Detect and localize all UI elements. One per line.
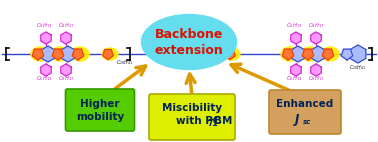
Text: $C_6H_{13}$: $C_6H_{13}$ bbox=[36, 21, 52, 30]
Text: $C_8H_{17}$: $C_8H_{17}$ bbox=[58, 74, 74, 83]
Text: extension: extension bbox=[155, 43, 223, 57]
Polygon shape bbox=[311, 32, 321, 44]
Text: sc: sc bbox=[303, 119, 311, 125]
Polygon shape bbox=[72, 49, 84, 60]
FancyBboxPatch shape bbox=[65, 89, 135, 131]
Text: Enhanced: Enhanced bbox=[276, 99, 334, 109]
Text: $C_{20}H_{41}$: $C_{20}H_{41}$ bbox=[349, 63, 367, 72]
Polygon shape bbox=[61, 64, 71, 76]
Polygon shape bbox=[225, 50, 235, 59]
Ellipse shape bbox=[301, 47, 319, 61]
Text: Miscibility: Miscibility bbox=[162, 103, 222, 113]
Text: BM: BM bbox=[214, 116, 232, 126]
Ellipse shape bbox=[141, 14, 237, 69]
FancyBboxPatch shape bbox=[149, 94, 235, 140]
Polygon shape bbox=[41, 32, 51, 44]
Text: $C_6H_{13}$: $C_6H_{13}$ bbox=[286, 21, 302, 30]
Polygon shape bbox=[322, 49, 334, 60]
Text: with PC: with PC bbox=[176, 116, 220, 126]
Text: $C_8H_{17}$: $C_8H_{17}$ bbox=[58, 21, 74, 30]
Ellipse shape bbox=[321, 47, 339, 61]
Polygon shape bbox=[282, 49, 294, 60]
Polygon shape bbox=[41, 64, 51, 76]
Ellipse shape bbox=[102, 48, 118, 60]
Polygon shape bbox=[291, 32, 301, 44]
Text: $C_8H_{17}$: $C_8H_{17}$ bbox=[308, 74, 324, 83]
Polygon shape bbox=[341, 49, 353, 60]
Text: 71: 71 bbox=[208, 119, 218, 128]
Ellipse shape bbox=[281, 47, 299, 61]
Text: mobility: mobility bbox=[76, 112, 124, 122]
Ellipse shape bbox=[51, 47, 69, 61]
Text: J: J bbox=[295, 112, 299, 126]
Text: $C_{20}H_{41}$: $C_{20}H_{41}$ bbox=[116, 58, 134, 67]
Polygon shape bbox=[32, 49, 44, 60]
Polygon shape bbox=[61, 32, 71, 44]
FancyBboxPatch shape bbox=[269, 90, 341, 134]
Polygon shape bbox=[291, 46, 305, 62]
Polygon shape bbox=[311, 64, 321, 76]
Polygon shape bbox=[103, 50, 113, 59]
Text: $C_8H_{17}$: $C_8H_{17}$ bbox=[308, 21, 324, 30]
Polygon shape bbox=[61, 46, 75, 62]
Polygon shape bbox=[291, 64, 301, 76]
Text: $C_6H_{13}$: $C_6H_{13}$ bbox=[286, 74, 302, 83]
Ellipse shape bbox=[31, 47, 49, 61]
Ellipse shape bbox=[224, 48, 240, 60]
Ellipse shape bbox=[71, 47, 89, 61]
Polygon shape bbox=[350, 45, 366, 63]
Polygon shape bbox=[311, 46, 325, 62]
Polygon shape bbox=[41, 46, 55, 62]
Text: $C_6H_{13}$: $C_6H_{13}$ bbox=[36, 74, 52, 83]
Polygon shape bbox=[302, 49, 314, 60]
Polygon shape bbox=[52, 49, 64, 60]
Text: Backbone: Backbone bbox=[155, 28, 223, 40]
Text: Higher: Higher bbox=[80, 99, 120, 109]
